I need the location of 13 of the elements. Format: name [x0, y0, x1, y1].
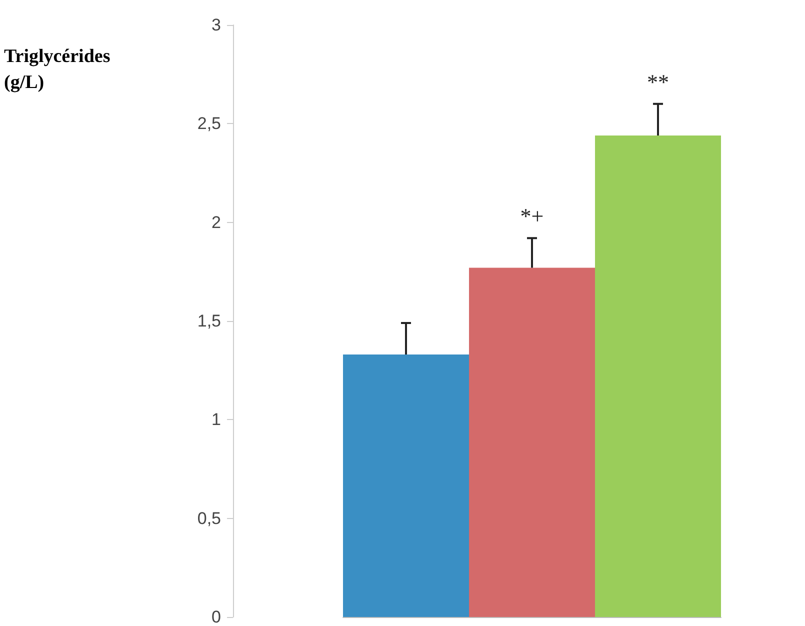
y-axis-title: Triglycérides (g/L) — [4, 45, 112, 95]
y-tick-label: 0,5 — [197, 508, 221, 528]
y-tick-label: 1 — [212, 410, 221, 430]
y-tick-label: 2 — [212, 212, 221, 232]
bar — [469, 268, 595, 617]
annotation: *+ — [520, 204, 544, 229]
y-tick-label: 3 — [212, 16, 221, 34]
y-tick-label: 0 — [212, 608, 221, 626]
annotation: ** — [647, 69, 669, 94]
y-tick-label: 2,5 — [197, 114, 221, 134]
bar — [343, 354, 469, 617]
y-tick-label: 1,5 — [197, 312, 221, 330]
bar — [595, 136, 721, 617]
